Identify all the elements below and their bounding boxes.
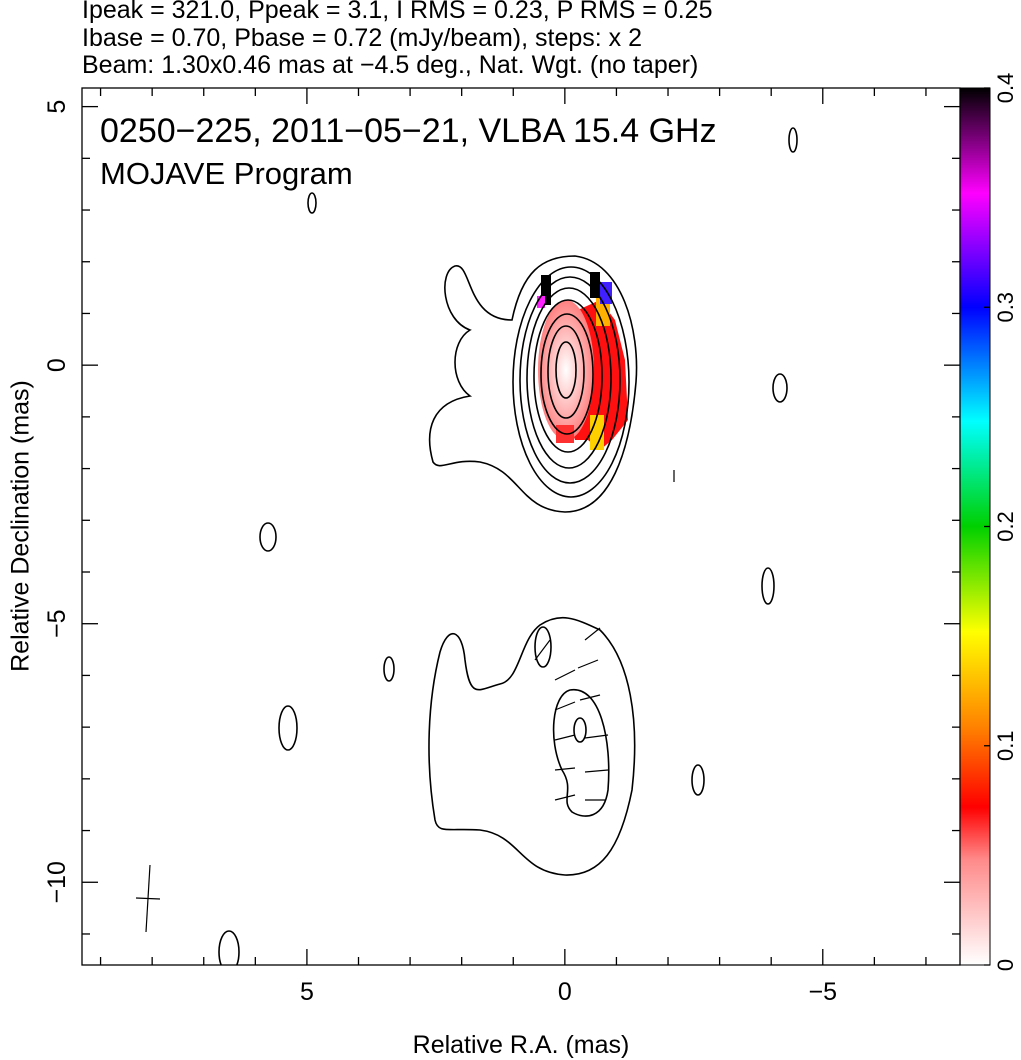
contour: [761, 567, 775, 605]
contour: [534, 626, 552, 668]
y-axis-label: Relative Declination (mas): [7, 380, 35, 672]
pol-vectors: [534, 627, 609, 801]
contour: [383, 656, 395, 682]
contour: [788, 127, 798, 153]
colorbar-tick-label: 0.1: [993, 730, 1018, 761]
contour: [428, 255, 638, 513]
pol-patch: [590, 272, 600, 298]
map: [135, 127, 798, 965]
plot-frame: [81, 87, 961, 966]
colorbar-tick-label: 0.2: [993, 511, 1018, 542]
x-tick-label: 0: [558, 978, 572, 1006]
header-line: Beam: 1.30x0.46 mas at −4.5 deg., Nat. W…: [82, 51, 698, 79]
contour: [533, 299, 603, 453]
colorbar-tick-label: 0: [993, 959, 1018, 971]
pol-patch: [600, 282, 612, 304]
y-tick-label: −5: [43, 609, 71, 638]
contour: [278, 705, 298, 751]
contour: [552, 689, 610, 817]
pol-patch: [590, 415, 604, 450]
contour: [772, 373, 788, 403]
contour: [428, 616, 636, 876]
y-tick-label: −10: [43, 861, 71, 903]
axes: [82, 87, 990, 966]
beam: [218, 930, 240, 965]
x-axis-label: Relative R.A. (mas): [413, 1031, 630, 1059]
header-line: Ipeak = 321.0, Ppeak = 3.1, I RMS = 0.23…: [82, 0, 712, 24]
contour: [547, 325, 585, 419]
pol-patch: [596, 298, 610, 326]
y-tick-label: 5: [43, 100, 71, 114]
x-tick-label: −5: [809, 978, 838, 1006]
contour: [555, 341, 577, 399]
annotation: MOJAVE Program: [100, 156, 353, 191]
colorbar-tick-label: 0.4: [993, 73, 1018, 104]
pol-patch: [537, 296, 545, 308]
contour: [519, 276, 621, 484]
header-line: Ibase = 0.70, Pbase = 0.72 (mJy/beam), s…: [82, 24, 642, 52]
colorbar-tick-label: 0.3: [993, 292, 1018, 323]
contour: [573, 717, 587, 743]
contour: [307, 192, 317, 214]
contour: [526, 287, 612, 469]
beam-cross: [135, 897, 161, 900]
x-tick-label: 5: [300, 978, 314, 1006]
contour: [259, 522, 277, 552]
y-tick-label: 0: [43, 358, 71, 372]
pol-core: [538, 300, 594, 440]
contour: [512, 266, 630, 498]
annotation: 0250−225, 2011−05−21, VLBA 15.4 GHz: [100, 112, 717, 150]
contour: [540, 313, 594, 435]
contour: [691, 764, 705, 796]
